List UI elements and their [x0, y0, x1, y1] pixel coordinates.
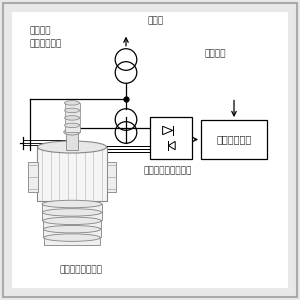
Bar — [43, 229, 101, 237]
Bar — [64, 110, 80, 117]
Ellipse shape — [64, 116, 80, 120]
Bar — [106, 162, 116, 192]
Bar — [66, 132, 78, 150]
Ellipse shape — [64, 108, 80, 112]
Ellipse shape — [43, 209, 101, 216]
Text: サイクロコンバータ: サイクロコンバータ — [144, 167, 192, 176]
FancyBboxPatch shape — [3, 3, 297, 297]
Bar — [38, 147, 106, 201]
Ellipse shape — [64, 129, 80, 135]
Ellipse shape — [43, 226, 101, 233]
Bar — [44, 238, 100, 245]
Bar — [64, 125, 80, 132]
Text: 有効電力
無効電力制御: 有効電力 無効電力制御 — [30, 27, 62, 48]
Ellipse shape — [43, 217, 101, 224]
Ellipse shape — [38, 141, 106, 153]
Bar — [28, 162, 38, 192]
Bar — [201, 120, 267, 159]
Text: コントローラ: コントローラ — [216, 134, 252, 145]
FancyBboxPatch shape — [12, 12, 288, 288]
Ellipse shape — [64, 100, 80, 105]
Text: はずみ車式発電機: はずみ車式発電機 — [59, 266, 103, 274]
Bar — [150, 117, 192, 159]
Bar — [64, 103, 80, 110]
Ellipse shape — [64, 123, 80, 127]
Bar — [43, 212, 102, 220]
Text: 系統情報: 系統情報 — [204, 50, 226, 58]
Ellipse shape — [44, 234, 100, 241]
Bar — [43, 221, 101, 228]
Bar — [42, 204, 102, 212]
Ellipse shape — [42, 200, 102, 208]
Text: 系統へ: 系統へ — [147, 16, 163, 26]
Bar — [64, 118, 80, 124]
